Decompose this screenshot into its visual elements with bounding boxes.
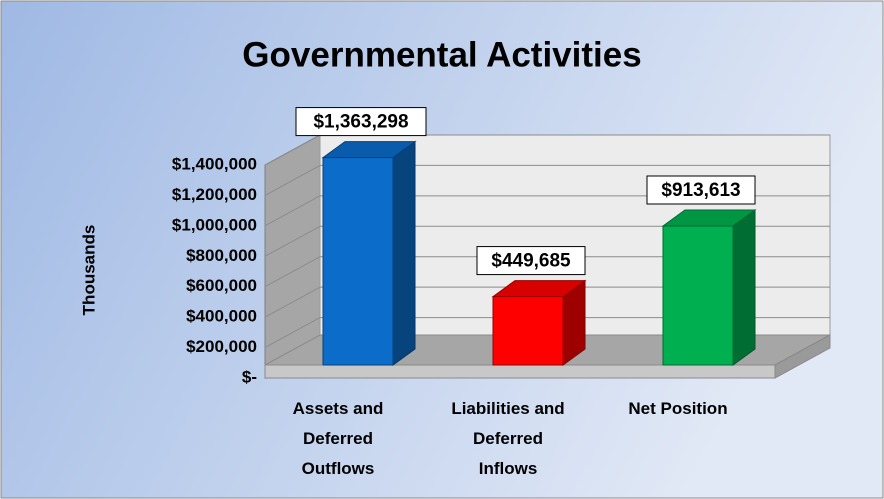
data-label-box	[646, 175, 756, 205]
bar-front	[662, 225, 734, 366]
data-label: $449,685	[491, 251, 571, 272]
bar	[661, 209, 757, 366]
y-tick-label: $-	[242, 367, 257, 386]
x-tick-label-line: Assets and	[293, 399, 384, 418]
y-tick-label: $200,000	[186, 337, 257, 356]
data-label-box	[476, 246, 586, 276]
x-tick-label-line: Deferred	[303, 429, 373, 448]
floor-edge	[774, 334, 831, 379]
x-tick-label-line: Deferred	[473, 429, 543, 448]
x-tick-label: Net Position	[628, 399, 727, 418]
x-tick-label-line: Outflows	[302, 459, 375, 478]
grid-line	[264, 225, 321, 257]
y-axis-label: Thousands	[79, 225, 98, 316]
x-tick-label-line: Inflows	[479, 459, 538, 478]
data-label-box	[295, 107, 427, 137]
bar	[491, 279, 587, 366]
bar	[321, 140, 417, 366]
y-tick-label: $600,000	[186, 276, 257, 295]
y-tick-label: $1,200,000	[172, 185, 257, 204]
y-tick-label: $1,400,000	[172, 154, 257, 173]
bar-front	[492, 296, 564, 366]
bar-side	[732, 209, 756, 366]
bar-side	[392, 140, 416, 366]
chart-title: Governmental Activities	[242, 35, 641, 74]
x-tick-label-line: Net Position	[628, 399, 727, 418]
bar-front	[322, 157, 394, 366]
floor-edge	[264, 364, 776, 379]
x-tick-label-line: Liabilities and	[451, 399, 564, 418]
data-label: $1,363,298	[313, 112, 408, 133]
grid-line	[264, 134, 321, 166]
grid-line	[264, 317, 321, 349]
data-label: $913,613	[661, 180, 740, 201]
grid-line	[264, 195, 321, 227]
grid-line	[264, 164, 321, 196]
grid-line	[264, 286, 321, 318]
y-tick-label: $800,000	[186, 246, 257, 265]
y-tick-label: $1,000,000	[172, 215, 257, 234]
grid-line	[264, 256, 321, 288]
y-tick-label: $400,000	[186, 307, 257, 326]
x-tick-label: Liabilities and Deferred Inflows	[451, 399, 564, 478]
x-tick-label: Assets and Deferred Outflows	[293, 399, 384, 478]
